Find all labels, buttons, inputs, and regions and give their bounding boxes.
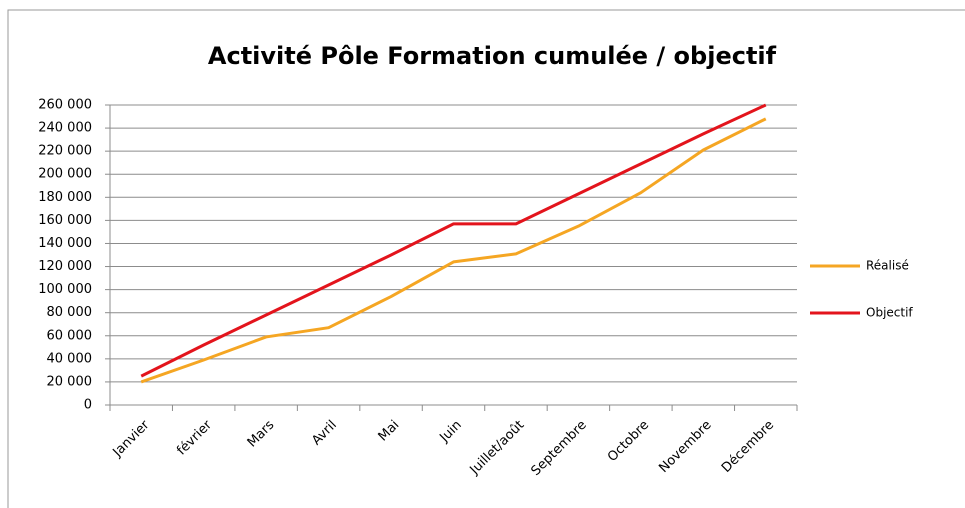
- series-line: [140, 117, 767, 384]
- legend-label: Réalisé: [866, 259, 909, 273]
- y-tick-label: 40 000: [47, 351, 93, 366]
- series-line: [140, 103, 767, 378]
- y-tick-label: 180 000: [38, 190, 92, 205]
- y-tick-label: 140 000: [38, 236, 92, 251]
- legend-label: Objectif: [866, 306, 913, 320]
- y-tick-label: 220 000: [38, 144, 92, 159]
- y-tick-label: 80 000: [47, 305, 93, 320]
- y-tick-label: 260 000: [38, 98, 92, 113]
- chart-title: Activité Pôle Formation cumulée / object…: [208, 42, 777, 70]
- y-tick-label: 0: [84, 398, 92, 413]
- y-tick-label: 60 000: [47, 328, 93, 343]
- y-tick-label: 20 000: [47, 374, 93, 389]
- y-tick-label: 120 000: [38, 259, 92, 274]
- y-tick-label: 200 000: [38, 167, 92, 182]
- y-tick-label: 160 000: [38, 213, 92, 228]
- y-tick-label: 240 000: [38, 121, 92, 136]
- y-tick-label: 100 000: [38, 282, 92, 297]
